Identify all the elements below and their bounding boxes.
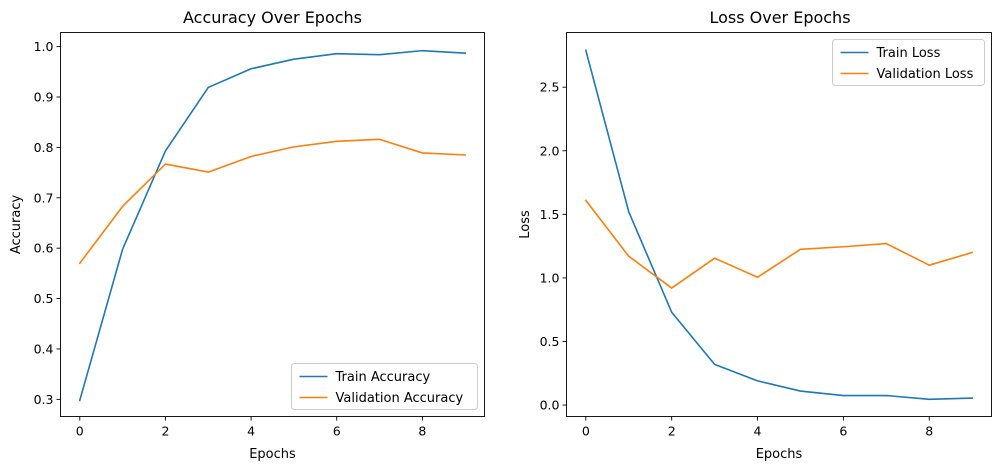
x-tick-label: 6 bbox=[333, 424, 341, 439]
y-tick-label: 0.3 bbox=[34, 392, 54, 407]
y-tick-label: 1.0 bbox=[540, 270, 560, 285]
accuracy-chart: Accuracy Over Epochs 0 2 4 6 8 0.3 0.4 0.5 0.6 0.… bbox=[9, 8, 485, 462]
y-tick-label: 0.4 bbox=[34, 341, 54, 356]
y-tick-label: 2.5 bbox=[540, 80, 560, 95]
plot-area: 0 2 4 6 8 0.3 0.4 0.5 0.6 0.7 0.8 0.9 1.0 bbox=[34, 39, 467, 439]
x-tick-label: 2 bbox=[668, 424, 676, 439]
axes-frame bbox=[566, 32, 992, 417]
y-tick-label: 0.6 bbox=[34, 241, 54, 256]
chart-title: Accuracy Over Epochs bbox=[183, 8, 362, 27]
x-tick-label: 2 bbox=[161, 424, 169, 439]
legend-box bbox=[832, 39, 985, 86]
y-tick-label: 0.7 bbox=[34, 190, 54, 205]
loss-chart: Loss Over Epochs 0 2 4 6 8 0.0 0.5 1.0 1.5 2.0 2.5… bbox=[518, 8, 992, 462]
y-tick-label: 0.5 bbox=[34, 291, 54, 306]
legend-label: Validation Accuracy bbox=[336, 391, 464, 406]
y-axis-label: Loss bbox=[518, 210, 533, 239]
x-tick-label: 0 bbox=[76, 424, 84, 439]
series-line-train-loss bbox=[584, 49, 974, 401]
y-tick-label: 2.0 bbox=[540, 143, 560, 158]
axes-frame bbox=[60, 32, 485, 417]
series-line-train-accuracy bbox=[78, 49, 467, 402]
y-tick-label: 0.0 bbox=[540, 398, 560, 413]
x-axis-label: Epochs bbox=[756, 447, 803, 462]
x-tick-label: 8 bbox=[418, 424, 426, 439]
series-line-validation-accuracy bbox=[78, 138, 467, 265]
y-tick-label: 0.8 bbox=[34, 140, 54, 155]
x-axis-label: Epochs bbox=[249, 447, 296, 462]
legend-label: Validation Loss bbox=[877, 67, 974, 82]
x-tick-label: 0 bbox=[582, 424, 590, 439]
chart-title: Loss Over Epochs bbox=[709, 8, 850, 27]
legend-box bbox=[291, 363, 478, 410]
x-tick-label: 6 bbox=[839, 424, 847, 439]
x-tick-label: 4 bbox=[754, 424, 762, 439]
series-line-validation-loss bbox=[584, 199, 974, 289]
y-tick-label: 1.5 bbox=[540, 207, 560, 222]
y-tick-label: 1.0 bbox=[34, 39, 54, 54]
legend-label: Train Accuracy bbox=[335, 370, 431, 385]
y-tick-label: 0.9 bbox=[34, 90, 54, 105]
x-tick-label: 4 bbox=[247, 424, 255, 439]
legend-label: Train Loss bbox=[876, 46, 941, 61]
y-tick-label: 0.5 bbox=[540, 334, 560, 349]
legend: Train Loss Validation Loss bbox=[832, 39, 985, 86]
plot-area: 0 2 4 6 8 0.0 0.5 1.0 1.5 2.0 2.5 bbox=[540, 49, 974, 439]
y-axis-label: Accuracy bbox=[9, 195, 24, 255]
legend: Train Accuracy Validation Accuracy bbox=[291, 363, 478, 410]
x-tick-label: 8 bbox=[925, 424, 933, 439]
